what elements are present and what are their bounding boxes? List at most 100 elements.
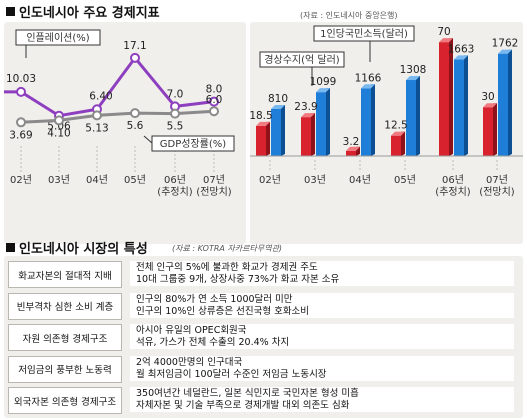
data-point <box>130 52 140 63</box>
row-value-line: 석유, 가스가 전체 수출의 20.4% 차지 <box>136 337 290 348</box>
series-line-inflation <box>20 55 215 118</box>
table-title: 인도네시아 시장의 특성 <box>6 238 148 257</box>
bar-income <box>454 59 464 156</box>
row-value-line: 2억 4000만명의 인구대국 <box>136 356 243 368</box>
x-tick-label: 07년 (전망치) <box>196 174 232 198</box>
row-value-line: 전체 인구의 5%에 불과한 화교가 경제권 주도 <box>136 262 318 273</box>
data-label: 1099 <box>310 76 337 88</box>
x-tick-label: 06년 (추정치) <box>157 174 193 198</box>
bar-top <box>498 49 512 54</box>
square-bullet-icon <box>6 243 15 252</box>
bar-chart: 18.5 810 23.9 1099 3.2 1166 12.5 1308 70 1663 30 17… <box>249 25 523 198</box>
bar-top <box>483 103 497 108</box>
row-value-line: 아시아 유일의 OPEC회원국 <box>136 325 247 336</box>
x-tick-label: 02년 <box>10 174 32 186</box>
row-key: 자원 의존형 경제구조 <box>8 324 122 351</box>
bar-side <box>464 55 468 156</box>
bar-side <box>371 84 375 156</box>
data-label: 5.06 <box>47 121 71 133</box>
bar-top <box>361 84 375 89</box>
x-tick-label: 07년 (전망치) <box>479 174 515 198</box>
bar-top <box>316 88 330 93</box>
series-line-gdp <box>20 109 215 124</box>
bar-top <box>406 76 420 81</box>
row-key: 화교자본의 절대적 지배 <box>8 261 122 288</box>
data-label: 3.69 <box>9 129 32 141</box>
bar-side <box>401 131 405 156</box>
line-chart: 10.03 5.06 6.40 17.1 7.0 8.0 3.69 4.10 5.13 5.6 5.… <box>4 29 235 198</box>
table-row: 빈부격차 심한 소비 계층 인구의 80%가 연 소득 1000달러 미만 인구의 … <box>6 290 522 321</box>
data-point <box>209 96 219 107</box>
legend-label: 경상수지(억 달러) <box>264 53 339 66</box>
x-tick-label: 06년 (추정치) <box>435 174 471 198</box>
row-value: 2억 4000만명의 인구대국 월 최저임금이 100달러 수준인 저임금 노동시… <box>130 355 514 381</box>
table-row: 자원 의존형 경제구조 아시아 유일의 OPEC회원국 석유, 가스가 전체 수출의… <box>6 321 522 352</box>
table-row: 외국자본 의존형 경제구조 350여년간 네덜란드, 일본 식민지로 국민자본 형… <box>6 384 522 415</box>
data-label: 5.13 <box>85 122 108 134</box>
data-label: 10.03 <box>6 73 36 85</box>
bar-current-account <box>301 117 311 156</box>
bar-current-account <box>483 107 493 156</box>
data-point <box>209 106 219 117</box>
row-value-line: 인구의 80%가 연 소득 1000달러 미만 <box>136 293 293 305</box>
bar-side <box>311 113 315 156</box>
row-key: 빈부격차 심한 소비 계층 <box>8 292 122 320</box>
bar-top <box>454 55 468 60</box>
data-point <box>16 86 26 97</box>
data-point <box>170 108 180 119</box>
data-label: 18.5 <box>250 110 273 122</box>
data-label: 17.1 <box>123 40 146 52</box>
data-label: 8.0 <box>206 84 223 96</box>
data-label: 1308 <box>400 64 427 76</box>
row-value: 전체 인구의 5%에 불과한 화교가 경제권 주도 10대 그룹중 9개, 상장사… <box>130 261 514 286</box>
left-chart-title: 인도네시아 주요 경제지표 <box>6 2 160 21</box>
row-value-line: 350여년간 네덜란드, 일본 식민지로 국민자본 형성 미흡 <box>136 388 359 399</box>
bar-top <box>271 104 285 109</box>
row-value-line: 인구의 10%인 상류층은 선진국형 호화소비 <box>136 305 310 317</box>
square-bullet-icon <box>6 7 15 16</box>
table-source: (자료 : KOTRA 자카르타무역관) <box>172 244 283 253</box>
data-label: 1166 <box>355 72 382 84</box>
bar-side <box>449 38 453 156</box>
bar-top <box>256 121 270 126</box>
row-value: 아시아 유일의 OPEC회원국 석유, 가스가 전체 수출의 20.4% 차지 <box>130 324 514 349</box>
bar-side <box>326 88 330 156</box>
legend-box <box>15 29 101 46</box>
legend-label: 인플레이션(%) <box>26 32 89 44</box>
row-key: 저임금의 풍부한 노동력 <box>8 355 122 383</box>
bar-side <box>266 121 270 156</box>
bar-income <box>361 88 371 156</box>
x-tick-label: 03년 <box>48 174 70 186</box>
data-label: 5.5 <box>167 121 184 133</box>
data-point <box>54 115 64 126</box>
table-row: 화교자본의 절대적 지배 전체 인구의 5%에 불과한 화교가 경제권 주도 10대… <box>6 258 522 289</box>
legend-income: 1인당국민소득(달러) <box>313 25 415 42</box>
data-point <box>16 117 26 128</box>
x-tick-label: 04년 <box>349 174 371 186</box>
data-label: 70 <box>437 26 450 38</box>
left-chart-panel: 10.03 5.06 6.40 17.1 7.0 8.0 3.69 4.10 5.13 5.6 5.… <box>4 22 246 244</box>
bar-side <box>281 104 285 156</box>
data-label: 1663 <box>448 43 475 55</box>
row-value: 350여년간 네덜란드, 일본 식민지로 국민자본 형성 미흡 자체자본 및 기술… <box>130 387 514 412</box>
data-label: 6.40 <box>89 90 112 102</box>
right-chart-source: (자료 : 인도네시아 중앙은행) <box>300 11 398 20</box>
bar-top <box>346 146 360 151</box>
row-value: 인구의 80%가 연 소득 1000달러 미만 인구의 10%인 상류층은 선진국… <box>130 292 514 318</box>
x-tick-label: 02년 <box>259 174 281 186</box>
legend-inflation: 인플레이션(%) <box>15 29 101 46</box>
legend-box <box>259 51 345 68</box>
data-label: 1762 <box>492 38 519 50</box>
row-value-line: 10대 그룹중 9개, 상장사중 73%가 화교 자본 소유 <box>136 274 340 285</box>
bar-side <box>508 49 512 156</box>
x-tick-label: 03년 <box>304 174 326 186</box>
data-label: 3.2 <box>343 136 360 148</box>
row-value-line: 자체자본 및 기술 부족으로 경제개발 대외 의존도 심화 <box>136 400 350 411</box>
row-key: 외국자본 의존형 경제구조 <box>8 387 122 414</box>
bar-income <box>498 53 508 156</box>
row-value-line: 월 최저임금이 100달러 수준인 저임금 노동시장 <box>136 368 327 380</box>
table-row: 저임금의 풍부한 노동력 2억 4000만명의 인구대국 월 최저임금이 100달러… <box>6 353 522 384</box>
data-label: 12.5 <box>384 120 407 132</box>
bar-income <box>316 92 326 156</box>
x-tick-label: 04년 <box>86 174 108 186</box>
